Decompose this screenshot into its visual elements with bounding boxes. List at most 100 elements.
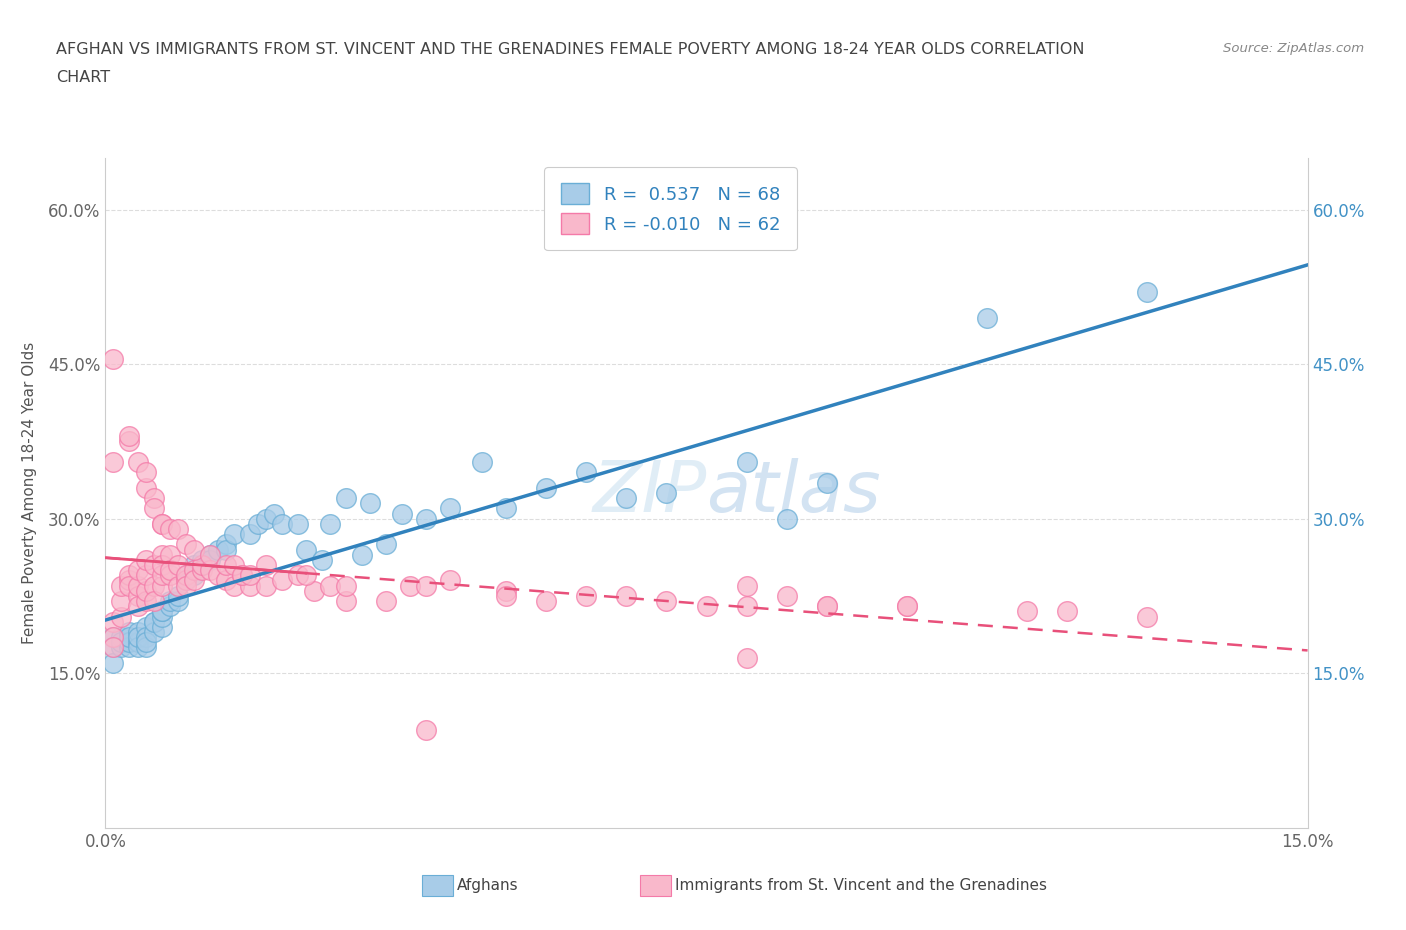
Point bbox=[183, 542, 205, 557]
Point bbox=[118, 578, 141, 593]
Point bbox=[239, 568, 262, 583]
Point bbox=[415, 512, 437, 526]
Point bbox=[735, 599, 758, 614]
Point bbox=[135, 593, 157, 608]
Point bbox=[110, 578, 132, 593]
Point bbox=[103, 352, 125, 366]
Point bbox=[174, 573, 197, 588]
Point bbox=[198, 547, 221, 562]
Point bbox=[270, 516, 292, 531]
Point bbox=[135, 640, 157, 655]
Point bbox=[174, 568, 197, 583]
Point bbox=[142, 625, 165, 640]
Point bbox=[214, 558, 236, 573]
Point bbox=[135, 583, 157, 598]
Point bbox=[159, 593, 181, 608]
Point bbox=[159, 599, 181, 614]
Point bbox=[127, 578, 149, 593]
Point bbox=[166, 558, 188, 573]
Point bbox=[103, 656, 125, 671]
Point bbox=[190, 558, 212, 573]
Point bbox=[127, 455, 149, 470]
Point bbox=[142, 501, 165, 516]
Point bbox=[142, 578, 165, 593]
Legend: R =  0.537   N = 68, R = -0.010   N = 62: R = 0.537 N = 68, R = -0.010 N = 62 bbox=[544, 167, 797, 250]
Point bbox=[150, 516, 173, 531]
Point bbox=[118, 640, 141, 655]
Point bbox=[190, 558, 212, 573]
Point bbox=[222, 578, 245, 593]
Point bbox=[222, 558, 245, 573]
Point bbox=[150, 619, 173, 634]
Point bbox=[815, 599, 838, 614]
Point bbox=[127, 640, 149, 655]
Point bbox=[135, 465, 157, 480]
Point bbox=[103, 640, 125, 655]
Point bbox=[190, 563, 212, 578]
Point bbox=[896, 599, 918, 614]
Point bbox=[174, 578, 197, 593]
Point bbox=[150, 604, 173, 618]
Point bbox=[214, 537, 236, 551]
Point bbox=[103, 640, 125, 655]
Point bbox=[295, 542, 318, 557]
Point bbox=[263, 506, 285, 521]
Point bbox=[374, 593, 398, 608]
Point bbox=[815, 599, 838, 614]
Text: ZIP: ZIP bbox=[592, 458, 707, 527]
Point bbox=[127, 599, 149, 614]
Point bbox=[495, 589, 517, 604]
Point bbox=[118, 630, 141, 644]
Point bbox=[1136, 609, 1159, 624]
Point bbox=[118, 568, 141, 583]
Point bbox=[735, 650, 758, 665]
Text: Afghans: Afghans bbox=[457, 878, 519, 893]
Point bbox=[103, 614, 125, 629]
Point bbox=[135, 630, 157, 644]
Point bbox=[495, 583, 517, 598]
Point bbox=[110, 630, 132, 644]
Point bbox=[214, 573, 236, 588]
Point bbox=[174, 573, 197, 588]
Point bbox=[190, 552, 212, 567]
Point bbox=[127, 625, 149, 640]
Point bbox=[287, 516, 309, 531]
Point bbox=[335, 593, 357, 608]
Point bbox=[159, 568, 181, 583]
Point bbox=[118, 625, 141, 640]
Point bbox=[655, 593, 678, 608]
Point bbox=[374, 537, 398, 551]
Point bbox=[776, 512, 799, 526]
Point bbox=[254, 558, 277, 573]
Point bbox=[471, 455, 494, 470]
Point bbox=[135, 568, 157, 583]
Point bbox=[815, 475, 838, 490]
Point bbox=[976, 311, 998, 325]
Point bbox=[150, 558, 173, 573]
Point bbox=[776, 589, 799, 604]
Point bbox=[166, 593, 188, 608]
Point bbox=[896, 599, 918, 614]
Point bbox=[335, 578, 357, 593]
Text: Immigrants from St. Vincent and the Grenadines: Immigrants from St. Vincent and the Gren… bbox=[675, 878, 1047, 893]
Point bbox=[150, 516, 173, 531]
Point bbox=[415, 578, 437, 593]
Point bbox=[118, 573, 141, 588]
Point bbox=[142, 614, 165, 629]
Point bbox=[350, 547, 373, 562]
Point bbox=[696, 599, 718, 614]
Point bbox=[174, 568, 197, 583]
Text: CHART: CHART bbox=[56, 70, 110, 85]
Point bbox=[110, 635, 132, 650]
Point bbox=[735, 455, 758, 470]
Point bbox=[391, 506, 413, 521]
Point bbox=[183, 573, 205, 588]
Text: AFGHAN VS IMMIGRANTS FROM ST. VINCENT AND THE GRENADINES FEMALE POVERTY AMONG 18: AFGHAN VS IMMIGRANTS FROM ST. VINCENT AN… bbox=[56, 42, 1085, 57]
Point bbox=[183, 563, 205, 578]
Point bbox=[1056, 604, 1078, 618]
Point bbox=[319, 578, 342, 593]
Point bbox=[231, 568, 253, 583]
Point bbox=[295, 568, 318, 583]
Point bbox=[183, 568, 205, 583]
Point bbox=[103, 630, 125, 644]
